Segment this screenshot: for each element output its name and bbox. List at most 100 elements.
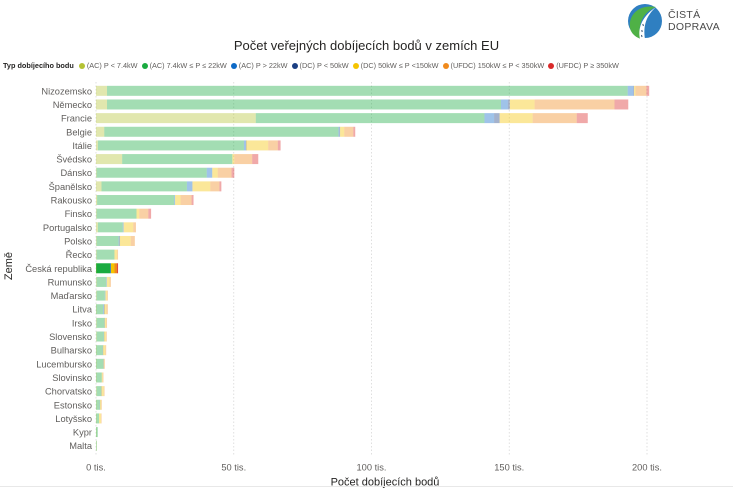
bar-segment[interactable] <box>96 276 97 287</box>
bar-segment[interactable] <box>110 263 111 274</box>
bar-segment[interactable] <box>96 126 105 137</box>
bar-segment[interactable] <box>344 126 354 137</box>
bar-segment[interactable] <box>96 249 97 260</box>
bar-segment[interactable] <box>100 386 102 397</box>
bar-segment[interactable] <box>105 345 107 356</box>
bar-segment[interactable] <box>96 113 256 124</box>
bar-segment[interactable] <box>96 263 111 274</box>
bar-segment[interactable] <box>500 99 508 110</box>
bar-segment[interactable] <box>96 440 97 451</box>
bar-segment[interactable] <box>494 113 500 124</box>
bar-segment[interactable] <box>104 304 107 315</box>
bar-segment[interactable] <box>97 195 175 206</box>
bar-segment[interactable] <box>96 345 97 356</box>
bar-segment[interactable] <box>252 154 259 165</box>
bar-segment[interactable] <box>103 331 106 342</box>
bar-segment[interactable] <box>122 154 233 165</box>
bar-segment[interactable] <box>174 195 176 206</box>
bar-segment[interactable] <box>101 372 103 383</box>
bar-segment[interactable] <box>102 345 106 356</box>
bar-segment[interactable] <box>117 263 119 274</box>
bar-segment[interactable] <box>136 208 140 219</box>
bar-segment[interactable] <box>119 235 121 246</box>
bar-segment[interactable] <box>105 290 108 301</box>
legend-item[interactable]: (DC) P < 50kW <box>291 61 349 70</box>
bar-segment[interactable] <box>96 386 101 397</box>
bar-segment[interactable] <box>338 126 340 137</box>
legend-item[interactable]: (AC) 7.4kW ≤ P ≤ 22kW <box>141 61 227 70</box>
bar-segment[interactable] <box>96 358 104 369</box>
bar-segment[interactable] <box>576 113 588 124</box>
bar-segment[interactable] <box>96 399 100 410</box>
bar-segment[interactable] <box>97 222 123 233</box>
bar-segment[interactable] <box>217 167 232 178</box>
bar-segment[interactable] <box>96 372 102 383</box>
bar-segment[interactable] <box>148 208 152 219</box>
bar-segment[interactable] <box>96 249 115 260</box>
bar-segment[interactable] <box>96 331 104 342</box>
bar-segment[interactable] <box>219 181 222 192</box>
bar-segment[interactable] <box>133 222 136 233</box>
bar-segment[interactable] <box>139 208 149 219</box>
bar-segment[interactable] <box>96 181 102 192</box>
bar-segment[interactable] <box>96 304 104 315</box>
bar-segment[interactable] <box>96 304 97 315</box>
bar-segment[interactable] <box>122 222 124 233</box>
bar-segment[interactable] <box>96 427 98 438</box>
bar-segment[interactable] <box>104 290 106 301</box>
bar-segment[interactable] <box>96 290 97 301</box>
bar-segment[interactable] <box>633 85 635 96</box>
bar-segment[interactable] <box>103 304 104 315</box>
legend-item[interactable]: (AC) P < 7.4kW <box>78 61 138 70</box>
legend-item[interactable]: (UFDC) P ≥ 350kW <box>548 61 619 70</box>
bar-segment[interactable] <box>96 195 98 206</box>
bar-segment[interactable] <box>186 181 193 192</box>
bar-segment[interactable] <box>234 154 253 165</box>
bar-segment[interactable] <box>123 222 134 233</box>
bar-segment[interactable] <box>191 195 194 206</box>
bar-segment[interactable] <box>509 99 535 110</box>
bar-segment[interactable] <box>232 154 235 165</box>
bar-segment[interactable] <box>96 317 105 328</box>
bar-segment[interactable] <box>106 317 108 328</box>
bar-segment[interactable] <box>96 358 97 369</box>
bar-segment[interactable] <box>210 181 220 192</box>
bar-segment[interactable] <box>110 263 115 274</box>
bar-segment[interactable] <box>646 85 650 96</box>
bar-segment[interactable] <box>212 167 218 178</box>
bar-segment[interactable] <box>96 345 103 356</box>
bar-segment[interactable] <box>96 154 123 165</box>
bar-segment[interactable] <box>107 290 108 301</box>
bar-segment[interactable] <box>96 99 108 110</box>
bar-segment[interactable] <box>635 85 647 96</box>
bar-segment[interactable] <box>96 372 97 383</box>
bar-segment[interactable] <box>117 249 119 260</box>
bar-segment[interactable] <box>231 167 235 178</box>
bar-segment[interactable] <box>104 317 107 328</box>
bar-segment[interactable] <box>96 167 207 178</box>
bar-segment[interactable] <box>340 126 345 137</box>
bar-segment[interactable] <box>634 85 636 96</box>
bar-segment[interactable] <box>96 427 97 438</box>
bar-segment[interactable] <box>268 140 278 151</box>
bar-segment[interactable] <box>353 126 356 137</box>
bar-segment[interactable] <box>532 113 577 124</box>
bar-segment[interactable] <box>96 235 119 246</box>
bar-segment[interactable] <box>96 331 97 342</box>
bar-segment[interactable] <box>101 181 187 192</box>
bar-segment[interactable] <box>484 113 495 124</box>
bar-segment[interactable] <box>534 99 615 110</box>
bar-segment[interactable] <box>114 263 118 274</box>
legend-item[interactable]: (AC) P > 22kW <box>230 61 288 70</box>
bar-segment[interactable] <box>107 99 501 110</box>
bar-segment[interactable] <box>96 208 137 219</box>
bar-segment[interactable] <box>106 276 107 287</box>
legend-item[interactable]: (UFDC) 150kW ≤ P < 350kW <box>442 61 544 70</box>
bar-segment[interactable] <box>96 167 97 178</box>
bar-segment[interactable] <box>175 195 181 206</box>
bar-segment[interactable] <box>96 290 105 301</box>
bar-segment[interactable] <box>102 345 104 356</box>
bar-segment[interactable] <box>97 140 244 151</box>
bar-segment[interactable] <box>101 399 102 410</box>
bar-segment[interactable] <box>102 372 104 383</box>
